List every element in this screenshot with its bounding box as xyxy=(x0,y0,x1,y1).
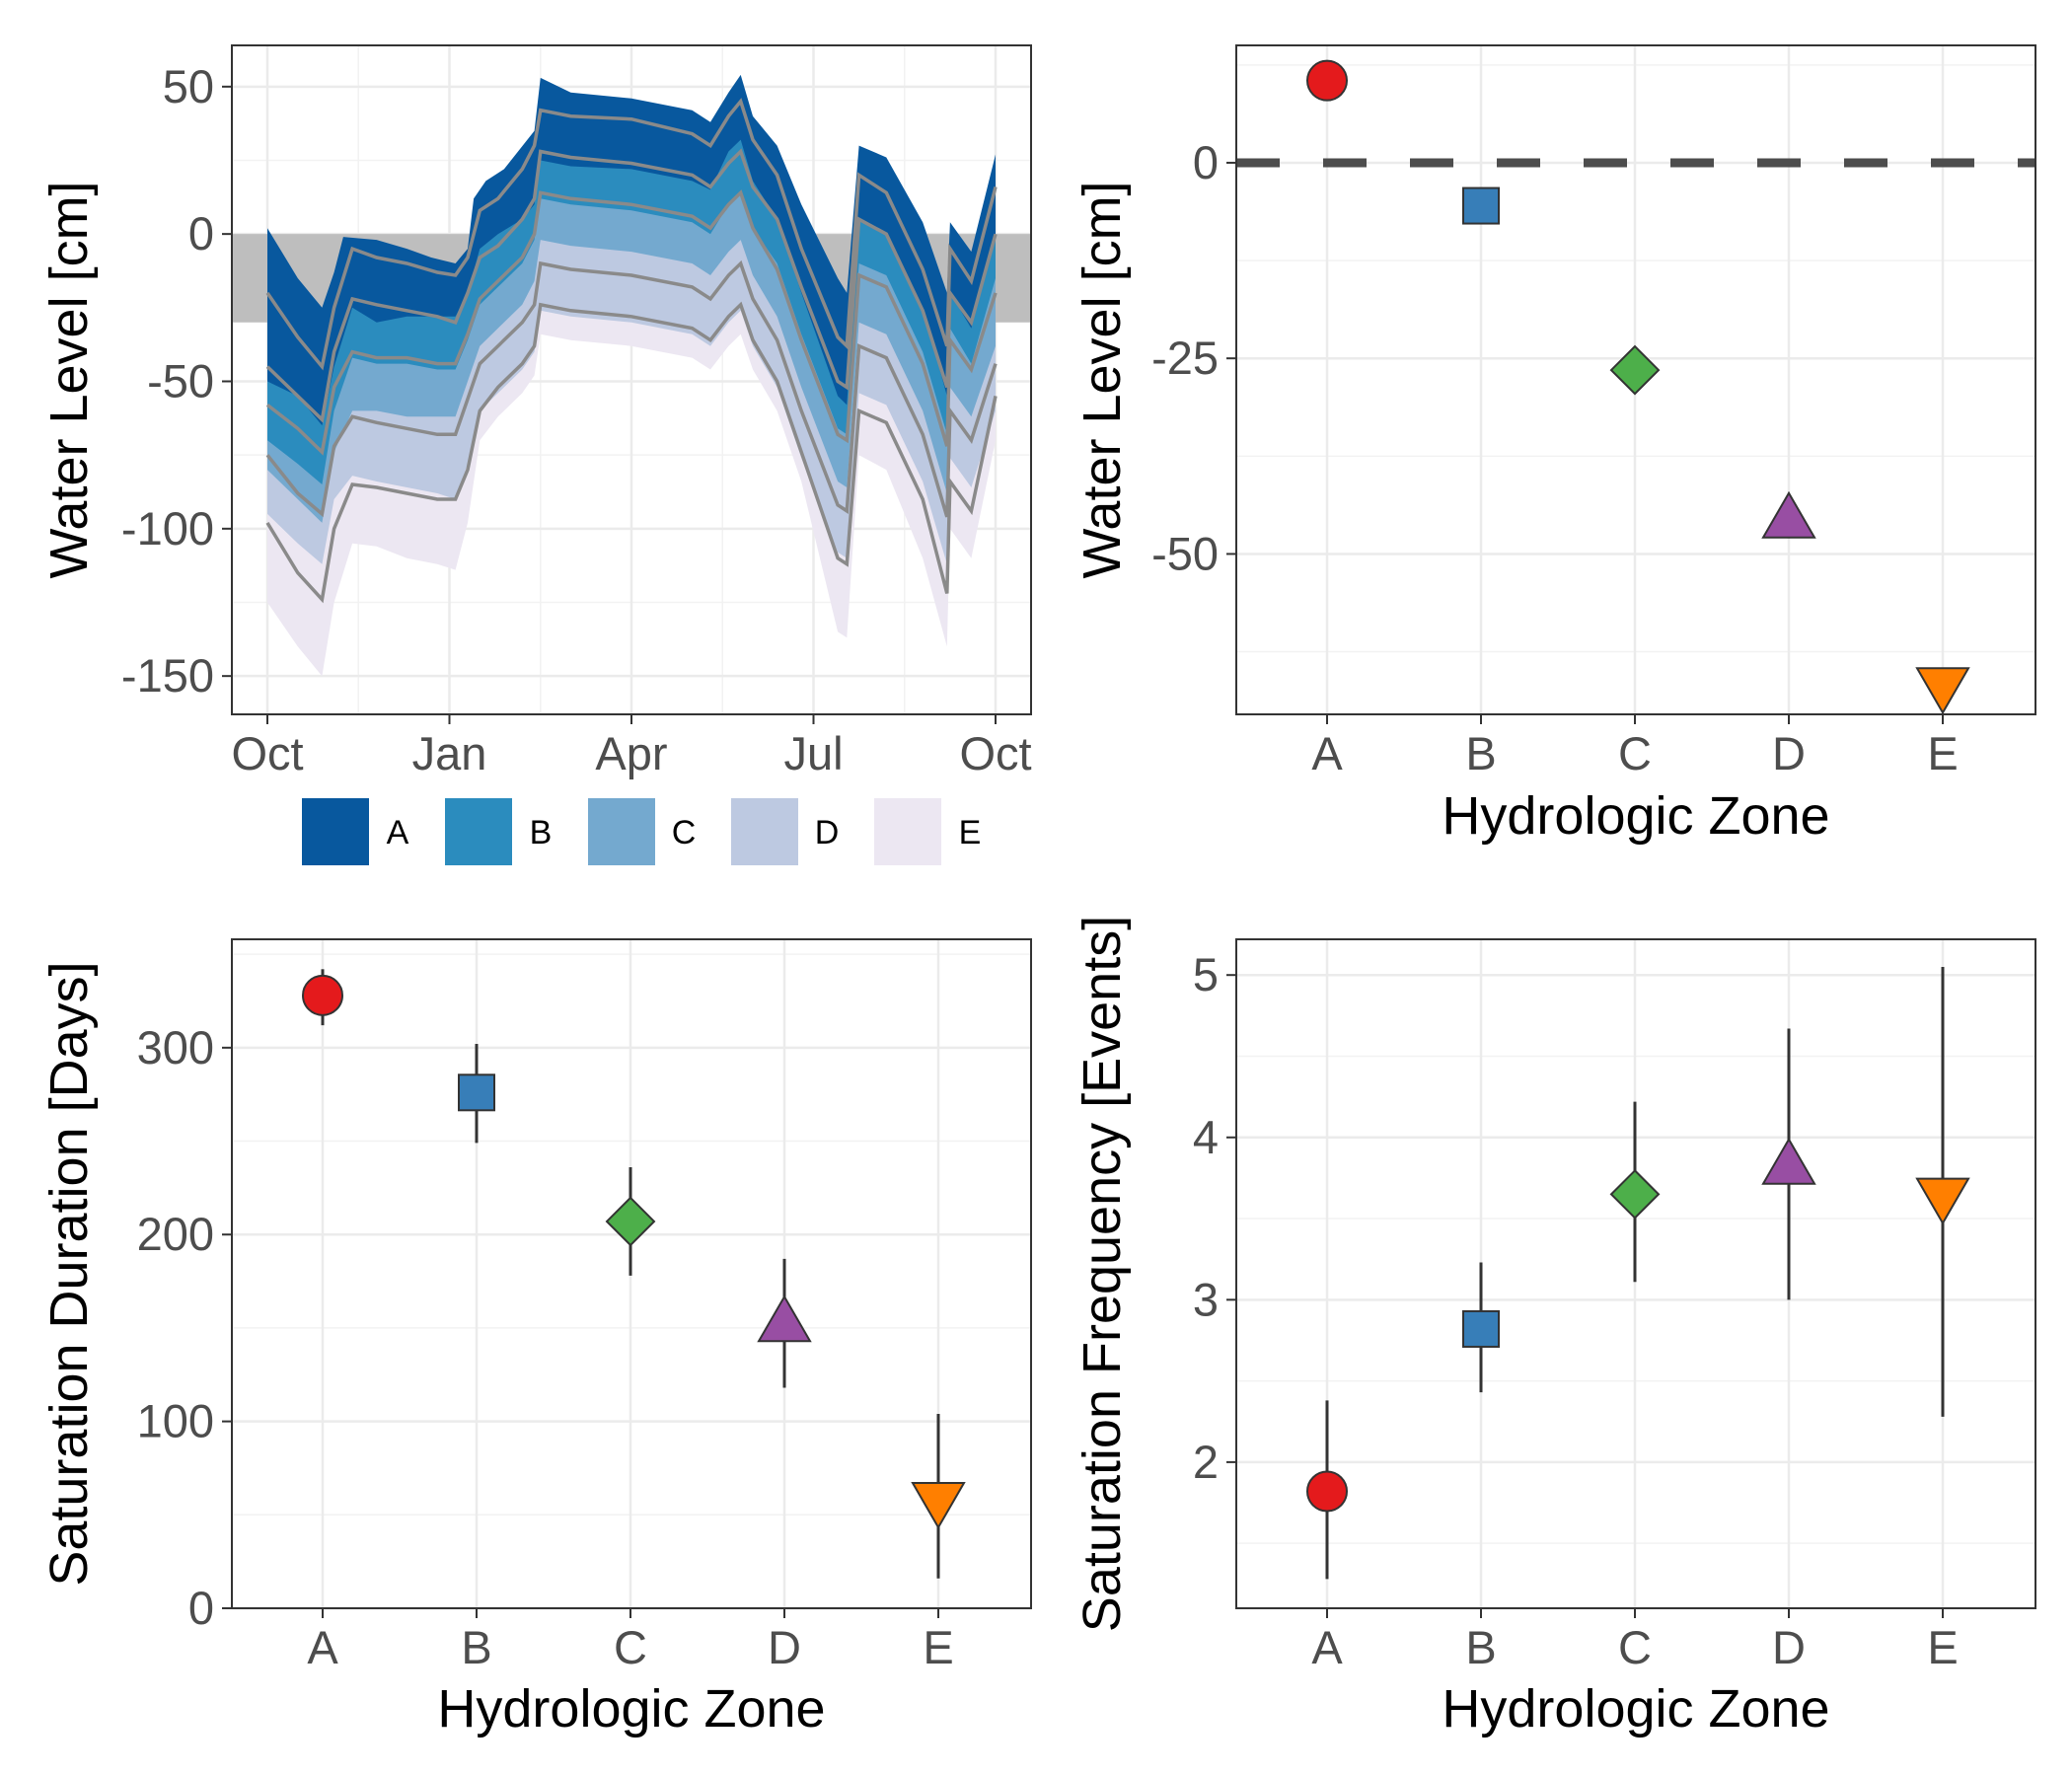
p4-point-c xyxy=(1609,1168,1661,1220)
p2-x-tick-label-1: B xyxy=(1465,727,1496,779)
p2-x-axis-ticks: A B C D E xyxy=(1311,714,1959,779)
p2-y-axis-ticks: 0 -25 -50 xyxy=(1151,136,1236,579)
p3-x-tick-label-0: A xyxy=(307,1621,338,1673)
panel-water-level-by-zone: 0 -25 -50 A B C D E Water Level [cm] Hydrologi… xyxy=(1073,44,2036,846)
p4-x-tick-label-1: B xyxy=(1465,1621,1496,1673)
p3-point-c xyxy=(605,1196,656,1247)
p4-x-axis-ticks: A B C D E xyxy=(1311,1608,1959,1673)
p2-point-e xyxy=(1915,667,1970,715)
p4-point-d xyxy=(1761,1137,1816,1185)
p1-x-tick-label-3: Jul xyxy=(783,727,843,779)
p1-y-tick-label-4: -150 xyxy=(121,649,214,702)
p4-points xyxy=(1306,966,1970,1580)
p1-y-tick-label-2: -50 xyxy=(147,354,214,407)
p1-x-tick-label-0: Oct xyxy=(231,727,303,779)
p1-y-axis-title: Water Level [cm] xyxy=(39,181,99,578)
p1-x-axis-ticks: Oct Jan Apr Jul Oct xyxy=(231,714,1032,779)
panel-saturation-frequency: 5 4 3 2 A B C D E Saturation Frequency [Events]… xyxy=(1073,916,2036,1739)
p1-median-line-a xyxy=(265,98,998,371)
p2-x-tick-label-0: A xyxy=(1311,727,1343,779)
p4-y-tick-label-0: 5 xyxy=(1193,948,1219,1000)
p3-x-tick-label-3: D xyxy=(768,1621,801,1673)
p4-x-axis-title: Hydrologic Zone xyxy=(1442,1679,1829,1739)
p1-median-line-d xyxy=(265,259,998,518)
p2-x-axis-title: Hydrologic Zone xyxy=(1442,786,1829,846)
p3-point-d xyxy=(757,1295,812,1343)
p4-y-tick-label-3: 2 xyxy=(1193,1436,1219,1488)
p3-x-axis-title: Hydrologic Zone xyxy=(437,1679,825,1739)
p1-y-tick-label-3: -100 xyxy=(121,502,214,555)
p4-x-tick-label-0: A xyxy=(1311,1621,1343,1673)
p4-point-a xyxy=(1306,1470,1348,1513)
p2-points xyxy=(1306,59,1970,715)
p4-y-axis-ticks: 5 4 3 2 xyxy=(1193,948,1236,1488)
p2-point-d xyxy=(1761,490,1816,539)
p3-x-axis-ticks: A B C D E xyxy=(307,1608,954,1673)
p1-legend-key-e xyxy=(872,796,943,867)
p1-legend: A B C D E xyxy=(300,796,982,867)
p1-legend-key-a xyxy=(300,796,371,867)
p1-legend-key-b xyxy=(443,796,514,867)
p1-x-tick-label-4: Oct xyxy=(959,727,1031,779)
p1-legend-label-e: E xyxy=(959,814,982,851)
p4-point-e xyxy=(1915,1177,1970,1225)
p1-median-line-b xyxy=(265,148,998,423)
p1-median-line-e xyxy=(265,301,998,604)
p3-x-tick-label-2: C xyxy=(614,1621,647,1673)
p3-y-tick-label-1: 200 xyxy=(137,1208,214,1260)
p1-median-lines xyxy=(265,98,998,604)
p3-point-e xyxy=(911,1482,966,1530)
p2-point-b xyxy=(1462,186,1500,225)
p4-y-tick-label-2: 3 xyxy=(1193,1273,1219,1325)
p1-legend-label-d: D xyxy=(815,814,840,851)
p3-x-tick-label-4: E xyxy=(923,1621,953,1673)
p4-x-tick-label-4: E xyxy=(1927,1621,1958,1673)
p2-x-tick-label-2: C xyxy=(1618,727,1652,779)
p1-legend-key-c xyxy=(586,796,657,867)
p2-gridlines xyxy=(1236,45,2035,714)
p3-point-a xyxy=(302,974,343,1016)
p1-y-tick-label-1: 0 xyxy=(188,207,214,259)
p2-x-tick-label-3: D xyxy=(1772,727,1806,779)
p1-ribbons xyxy=(267,74,996,677)
p3-y-axis-title: Saturation Duration [Days] xyxy=(39,961,99,1586)
p3-y-tick-label-0: 300 xyxy=(137,1021,214,1073)
p1-legend-label-a: A xyxy=(387,814,409,851)
p4-x-tick-label-2: C xyxy=(1618,1621,1652,1673)
p2-y-tick-label-0: 0 xyxy=(1193,136,1219,188)
p2-y-tick-label-2: -50 xyxy=(1151,527,1219,579)
p4-y-tick-label-1: 4 xyxy=(1193,1111,1219,1163)
p1-y-axis-ticks: 50 0 -50 -100 -150 xyxy=(121,60,232,702)
p1-legend-label-b: B xyxy=(530,814,553,851)
p2-y-axis-title: Water Level [cm] xyxy=(1073,181,1132,578)
p4-point-b xyxy=(1462,1309,1500,1348)
p2-point-c xyxy=(1609,344,1661,396)
p2-y-tick-label-1: -25 xyxy=(1151,332,1219,384)
p3-points xyxy=(302,969,966,1579)
p4-y-axis-title: Saturation Frequency [Events] xyxy=(1073,916,1132,1632)
p1-y-tick-label-0: 50 xyxy=(163,60,214,112)
panel-water-level-timeseries: 50 0 -50 -100 -150 Oct Jan Apr Jul Oct Water Lev… xyxy=(39,44,1032,867)
p1-median-line-c xyxy=(265,189,998,456)
p1-legend-key-d xyxy=(729,796,800,867)
p1-x-tick-label-2: Apr xyxy=(595,727,667,779)
p2-x-tick-label-4: E xyxy=(1927,727,1958,779)
p3-point-b xyxy=(458,1073,495,1112)
p1-ribbon-d xyxy=(267,204,996,564)
p3-y-axis-ticks: 300 200 100 0 xyxy=(137,1021,232,1634)
panel-saturation-duration: 300 200 100 0 A B C D E Saturation Duration [Da… xyxy=(39,938,1032,1739)
p3-x-tick-label-1: B xyxy=(461,1621,491,1673)
p3-y-tick-label-2: 100 xyxy=(137,1395,214,1447)
p1-ribbon-a xyxy=(267,74,996,426)
p1-x-tick-label-1: Jan xyxy=(412,727,487,779)
p2-point-a xyxy=(1306,59,1348,102)
p1-legend-label-c: C xyxy=(672,814,697,851)
p4-x-tick-label-3: D xyxy=(1772,1621,1806,1673)
p3-y-tick-label-3: 0 xyxy=(188,1582,214,1634)
